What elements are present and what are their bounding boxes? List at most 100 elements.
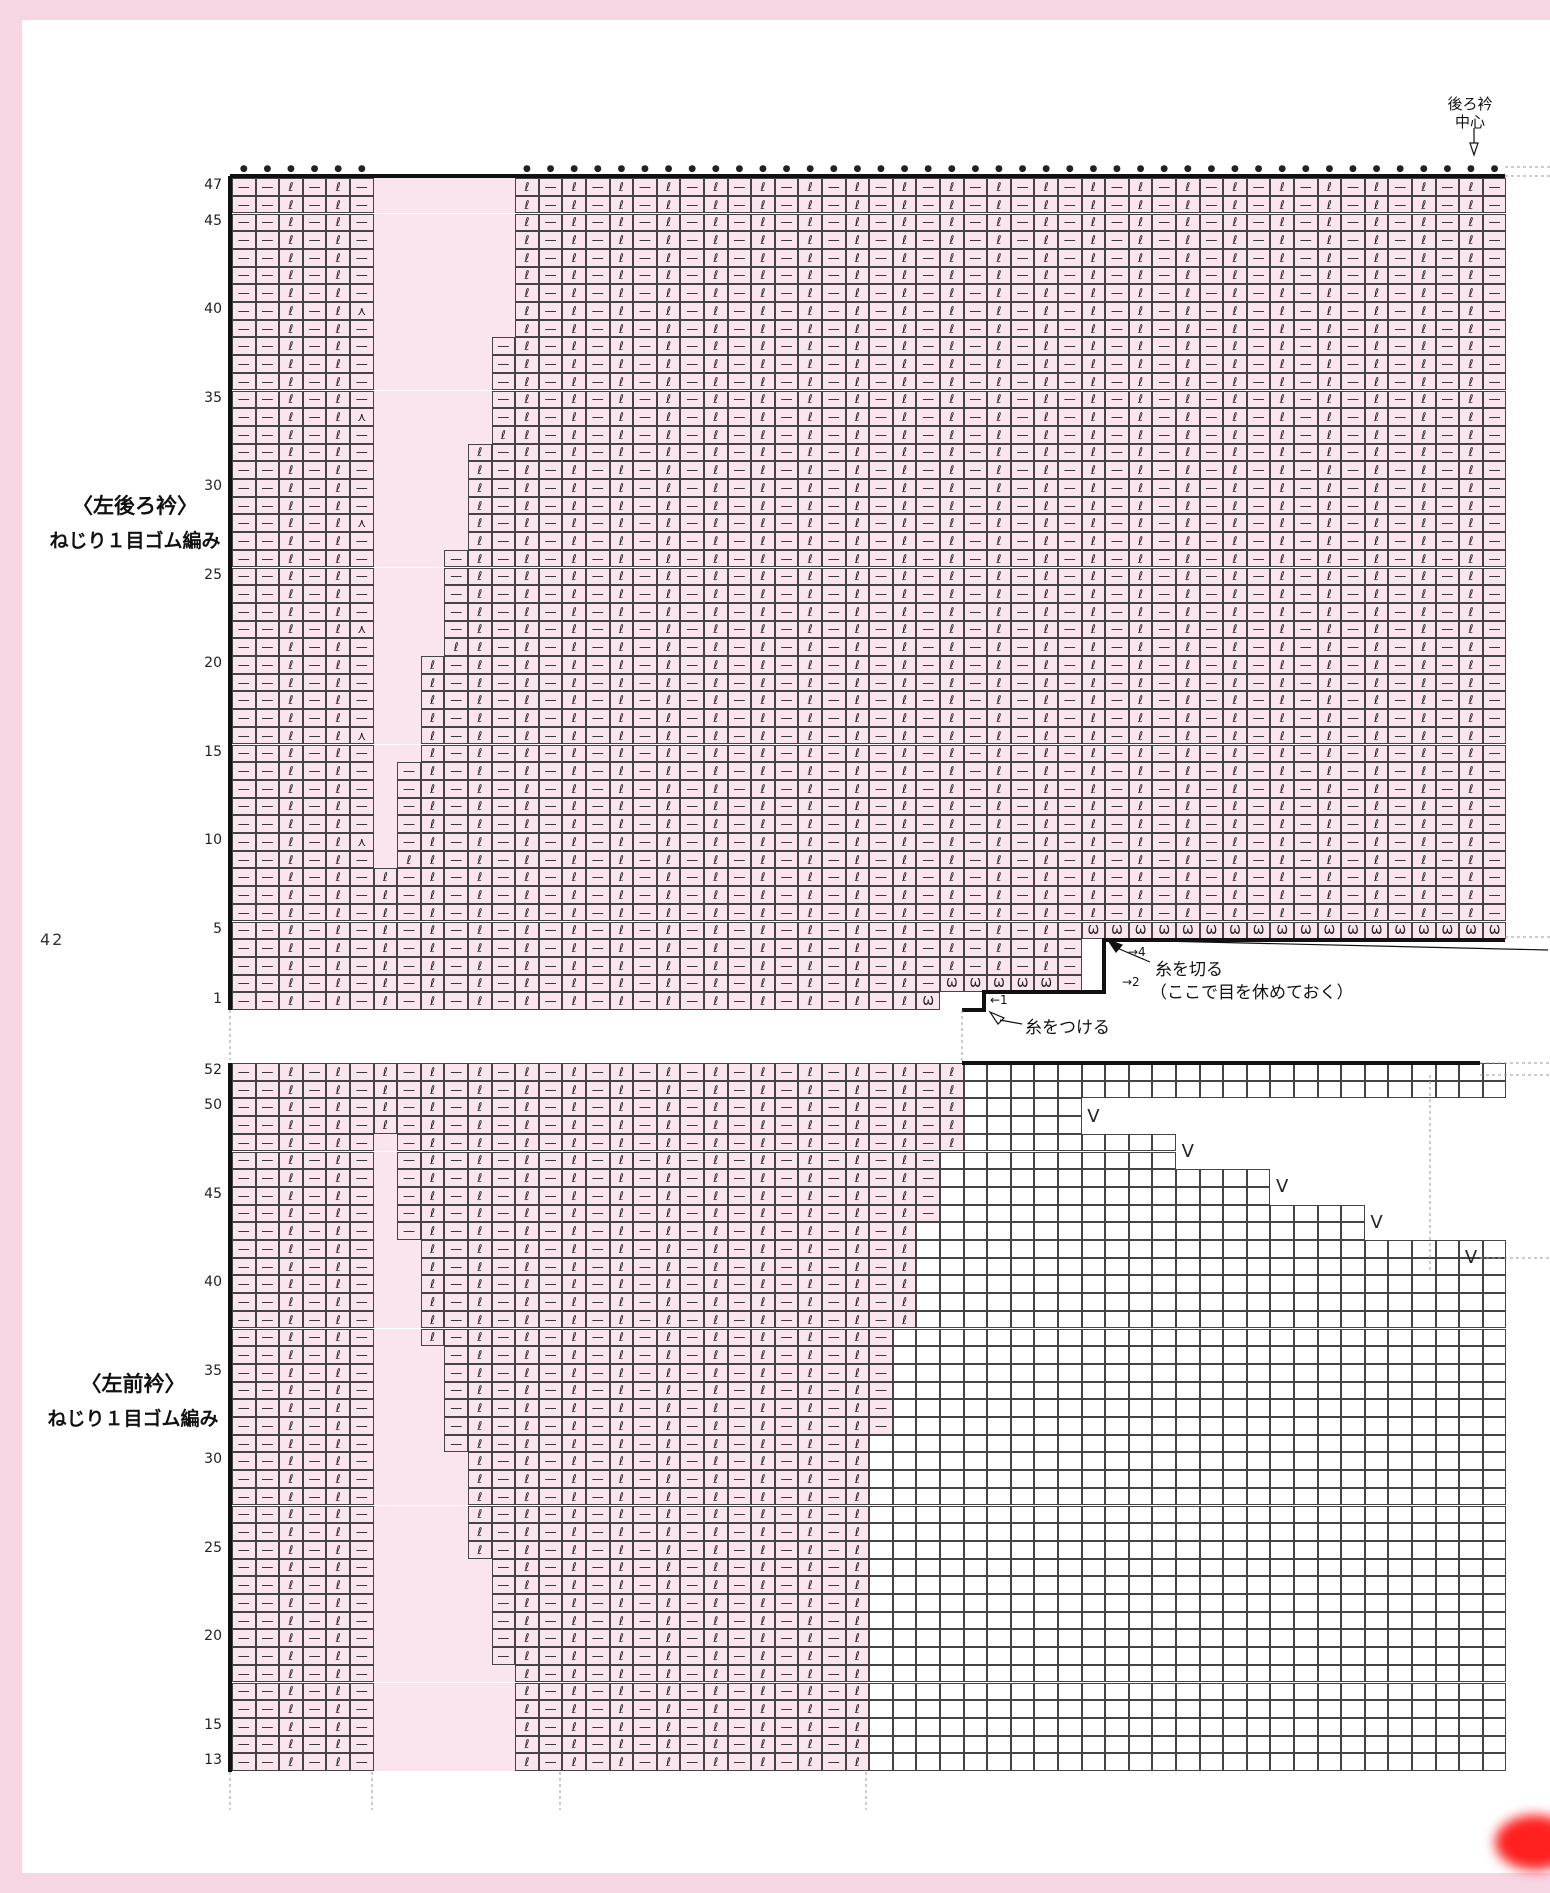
stitch-cell: ℓ [609, 886, 634, 904]
stitch-cell: ℓ [397, 850, 421, 869]
stitch-cell: ℓ [373, 903, 398, 922]
stitch-cell: ℓ [279, 886, 303, 904]
stitch-cell: ℓ [1128, 886, 1153, 904]
stitch-cell: — [1294, 833, 1318, 851]
stitch-cell: — [869, 921, 893, 940]
stitch-cell: — [1010, 815, 1035, 833]
stitch-cell: ℓ [845, 886, 870, 904]
stitch-cell: ℓ [704, 815, 728, 833]
stitch-cell: — [538, 921, 563, 940]
stitch-cell: ℓ [1128, 868, 1153, 887]
stitch-cell: ℓ [420, 992, 445, 1010]
stitch-cell: — [232, 815, 256, 833]
stitch-cell: — [1058, 833, 1082, 851]
stitch-cell: — [1388, 868, 1412, 887]
stitch-cell: — [302, 868, 327, 887]
stitch-cell: ℓ [798, 939, 822, 957]
stitch-cell: ℓ [1317, 886, 1342, 904]
stitch-cell: ℓ [326, 815, 350, 833]
stitch-cell: — [1010, 903, 1035, 922]
stitch-cell: ℓ [326, 992, 350, 1010]
stitch-cell: — [1152, 833, 1176, 851]
stitch-cell: — [822, 815, 846, 833]
stitch-cell: ℓ [1412, 886, 1436, 904]
stitch-cell: ℓ [468, 974, 492, 993]
stitch-cell: ℓ [562, 868, 586, 887]
stitch-cell: ℓ [704, 903, 728, 922]
stitch-cell: ℓ [892, 886, 917, 904]
stitch-cell: ℓ [940, 850, 964, 869]
stitch-cell: — [822, 833, 846, 851]
stitch-cell: ℓ [609, 939, 634, 957]
stitch-cell: ℓ [279, 939, 303, 957]
stitch-cell: — [255, 833, 280, 851]
stitch-cell: — [963, 886, 988, 904]
stitch-cell: ℓ [326, 974, 350, 993]
stitch-cell: ℓ [798, 833, 822, 851]
stitch-cell: ℓ [987, 850, 1011, 869]
stitch-cell: — [727, 833, 752, 851]
stitch-cell: — [232, 833, 256, 851]
stitch-cell: ℓ [751, 903, 775, 922]
stitch-cell: ℓ [1081, 886, 1106, 904]
stitch-cell: — [869, 992, 893, 1010]
stitch-cell: ℓ [1459, 850, 1483, 869]
stitch-cell: — [916, 850, 940, 869]
stitch-cell: — [822, 992, 846, 1010]
stitch-cell: — [586, 921, 610, 940]
stitch-cell: ℓ [515, 939, 539, 957]
stitch-cell: ℓ [279, 833, 303, 851]
stitch-cell: — [586, 815, 610, 833]
stitch-cell: ℓ [798, 850, 822, 869]
stitch-cell: — [538, 850, 563, 869]
stitch-cell: — [680, 992, 704, 1010]
stitch-cell: ℓ [704, 921, 728, 940]
stitch-cell: — [822, 850, 846, 869]
stitch-cell: ℓ [704, 956, 728, 975]
stitch-cell: — [586, 868, 610, 887]
stitch-cell: ℓ [373, 868, 398, 887]
stitch-cell: ℓ [1223, 850, 1247, 869]
stitch-cell: ℓ [1270, 868, 1294, 887]
stitch-cell: ℓ [1412, 868, 1436, 887]
stitch-cell: ℓ [1176, 833, 1200, 851]
stitch-cell: ℓ [326, 833, 350, 851]
stitch-cell: ℓ [420, 939, 445, 957]
stitch-cell: ℓ [468, 868, 492, 887]
stitch-cell: ℓ [609, 956, 634, 975]
stitch-cell: — [633, 903, 657, 922]
stitch-cell: Ѡ [1152, 921, 1176, 940]
stitch-cell: — [869, 903, 893, 922]
stitch-cell: — [444, 815, 468, 833]
stitch-cell: — [680, 886, 704, 904]
stitch-cell: — [1199, 833, 1224, 851]
stitch-cell: — [916, 868, 940, 887]
stitch-cell: ℓ [515, 921, 539, 940]
stitch-cell: — [232, 956, 256, 975]
stitch-cell: ℓ [987, 956, 1011, 975]
stitch-cell: — [727, 974, 752, 993]
stitch-cell: — [444, 903, 468, 922]
stitch-cell: ℓ [515, 974, 539, 993]
stitch-cell: — [1105, 850, 1129, 869]
back-collar-title: 〈左後ろ衿〉 [72, 494, 198, 518]
stitch-cell: — [1435, 833, 1460, 851]
stitch-cell: ℓ [515, 833, 539, 851]
stitch-cell: — [963, 956, 988, 975]
stitch-cell: — [1482, 833, 1507, 851]
stitch-cell: ℓ [468, 903, 492, 922]
stitch-cell: ℓ [420, 903, 445, 922]
stitch-cell: — [538, 974, 563, 993]
stitch-cell: — [491, 903, 516, 922]
stitch-cell: — [727, 921, 752, 940]
stitch-cell: ℓ [751, 921, 775, 940]
stitch-cell: — [869, 868, 893, 887]
stitch-cell: ℓ [326, 921, 350, 940]
stitch-cell: — [916, 886, 940, 904]
stitch-cell: ℓ [704, 868, 728, 887]
stitch-cell: — [255, 992, 280, 1010]
stitch-cell: ℓ [656, 903, 681, 922]
stitch-cell: ℓ [940, 868, 964, 887]
stitch-cell: — [491, 868, 516, 887]
attach-arrow-icon [988, 1010, 1006, 1025]
